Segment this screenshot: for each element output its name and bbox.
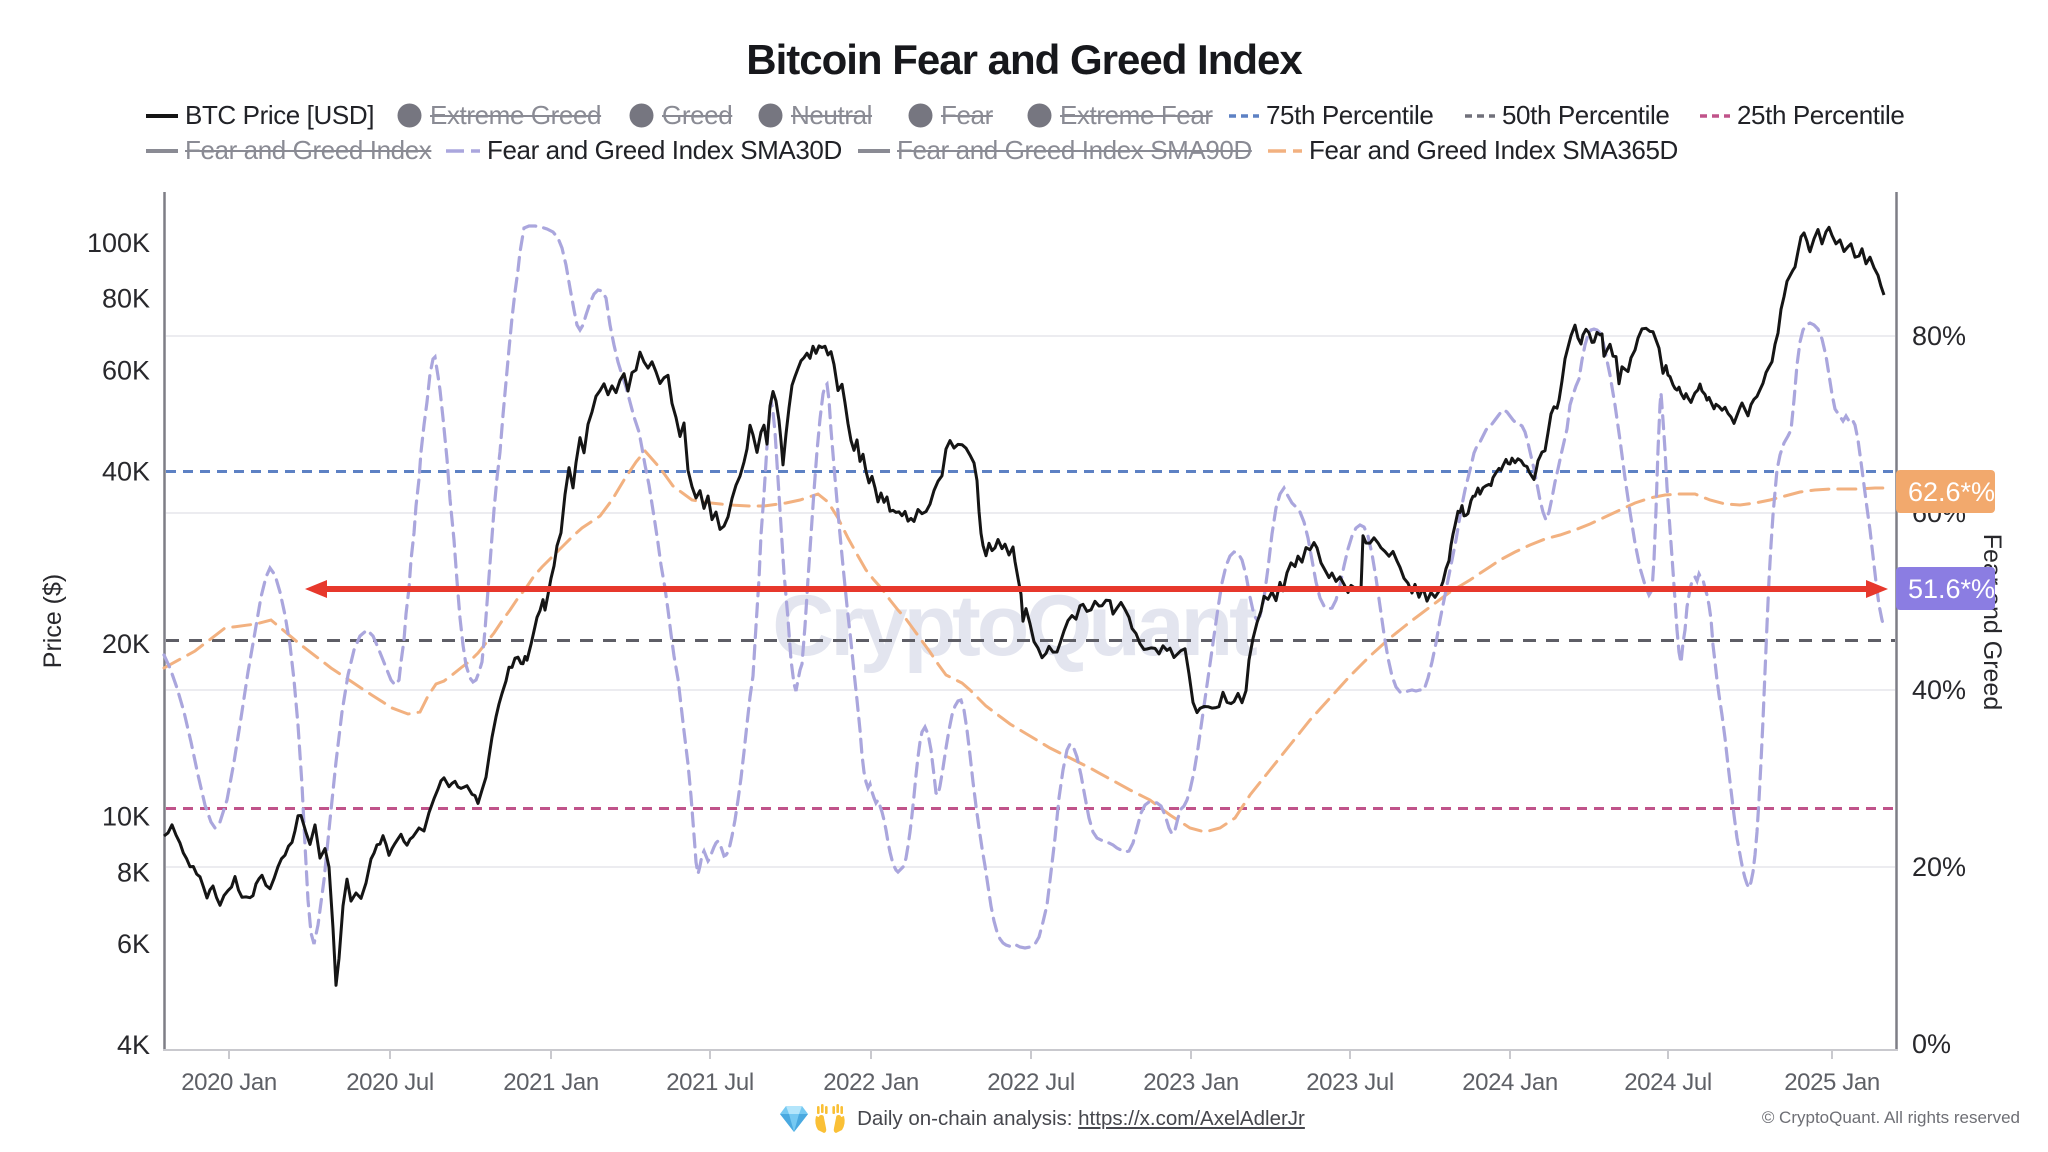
svg-text:100K: 100K [87, 228, 150, 258]
svg-text:8K: 8K [117, 857, 150, 887]
svg-text:Fear and Greed: Fear and Greed [1978, 534, 2006, 711]
svg-text:2020 Jul: 2020 Jul [346, 1069, 434, 1096]
svg-text:20K: 20K [102, 629, 150, 659]
svg-text:2021 Jul: 2021 Jul [666, 1069, 754, 1096]
svg-text:2022 Jul: 2022 Jul [987, 1069, 1075, 1096]
svg-text:2024 Jan: 2024 Jan [1462, 1069, 1558, 1096]
svg-text:0%: 0% [1912, 1029, 1951, 1059]
svg-text:20%: 20% [1912, 852, 1966, 882]
svg-text:80%: 80% [1912, 321, 1966, 351]
svg-text:62.6*%: 62.6*% [1908, 477, 1995, 507]
svg-text:40%: 40% [1912, 675, 1966, 705]
svg-text:51.6*%: 51.6*% [1908, 574, 1995, 604]
svg-text:2023 Jan: 2023 Jan [1143, 1069, 1239, 1096]
svg-text:Price ($): Price ($) [39, 574, 67, 668]
svg-text:2023 Jul: 2023 Jul [1306, 1069, 1394, 1096]
svg-text:2022 Jan: 2022 Jan [823, 1069, 919, 1096]
svg-text:2020 Jan: 2020 Jan [181, 1069, 277, 1096]
svg-text:80K: 80K [102, 284, 150, 314]
svg-text:2021 Jan: 2021 Jan [503, 1069, 599, 1096]
svg-text:6K: 6K [117, 929, 150, 959]
svg-text:2025 Jan: 2025 Jan [1784, 1069, 1880, 1096]
svg-text:2024 Jul: 2024 Jul [1624, 1069, 1712, 1096]
svg-text:4K: 4K [117, 1030, 150, 1060]
svg-text:40K: 40K [102, 456, 150, 486]
svg-text:60K: 60K [102, 355, 150, 385]
svg-text:10K: 10K [102, 802, 150, 832]
